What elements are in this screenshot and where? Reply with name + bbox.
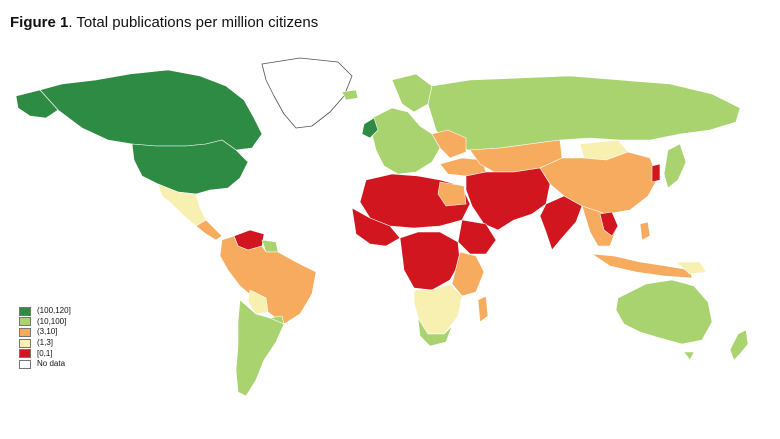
legend-label: (100,120] bbox=[37, 306, 71, 316]
region-india bbox=[539, 195, 583, 251]
region-philippines bbox=[639, 221, 651, 241]
region-bolivia bbox=[247, 289, 269, 315]
legend-label: (1,3] bbox=[37, 338, 54, 348]
region-indonesia bbox=[591, 253, 693, 279]
legend-swatch bbox=[19, 338, 31, 348]
region-greenland bbox=[261, 57, 353, 129]
region-uk bbox=[361, 117, 379, 139]
region-central-africa bbox=[399, 231, 461, 291]
legend-swatch bbox=[19, 349, 31, 359]
legend-item: (100,120] bbox=[19, 306, 71, 317]
legend-swatch bbox=[19, 317, 31, 327]
legend-label: No data bbox=[37, 359, 66, 369]
region-russia bbox=[427, 75, 741, 151]
region-madagascar bbox=[477, 295, 489, 323]
region-usa bbox=[131, 139, 249, 195]
region-korea bbox=[651, 163, 661, 183]
legend-item: (3,10] bbox=[19, 327, 71, 338]
legend-item: [0,1] bbox=[19, 348, 71, 359]
region-japan bbox=[663, 143, 687, 189]
region-west-africa bbox=[351, 207, 401, 247]
region-south-africa bbox=[417, 317, 453, 347]
figure-label: Figure 1 bbox=[10, 14, 69, 31]
legend-label: (10,100] bbox=[37, 316, 67, 326]
figure-title-text: . Total publications per million citizen… bbox=[68, 14, 319, 31]
map-legend: (100,120] (10,100] (3,10] (1,3] [0,1] No… bbox=[19, 306, 71, 370]
region-scandinavia bbox=[391, 73, 433, 113]
legend-item: (1,3] bbox=[19, 338, 71, 349]
region-south-america-north bbox=[219, 235, 317, 325]
region-tasmania bbox=[683, 351, 695, 361]
region-australia bbox=[615, 279, 713, 345]
region-east-africa bbox=[451, 251, 485, 297]
region-papua bbox=[675, 261, 707, 275]
region-alaska bbox=[15, 89, 59, 119]
region-southern-africa bbox=[413, 283, 463, 335]
region-middle-east bbox=[465, 167, 551, 231]
legend-swatch bbox=[19, 327, 31, 337]
figure-title: Figure 1. Total publications per million… bbox=[10, 14, 318, 31]
region-central-america bbox=[195, 219, 223, 241]
region-canada bbox=[39, 69, 263, 151]
region-egypt bbox=[437, 181, 467, 207]
region-eastern-europe bbox=[431, 129, 467, 159]
legend-swatch bbox=[19, 359, 31, 369]
legend-item: No data bbox=[19, 359, 71, 370]
legend-label: (3,10] bbox=[37, 327, 58, 337]
region-indochina bbox=[599, 211, 619, 237]
region-iceland bbox=[341, 89, 359, 101]
legend-item: (10,100] bbox=[19, 317, 71, 328]
legend-swatch bbox=[19, 306, 31, 316]
region-new-zealand bbox=[729, 329, 749, 361]
region-uruguay bbox=[269, 315, 285, 325]
legend-label: [0,1] bbox=[37, 348, 53, 358]
region-western-europe bbox=[371, 107, 441, 175]
